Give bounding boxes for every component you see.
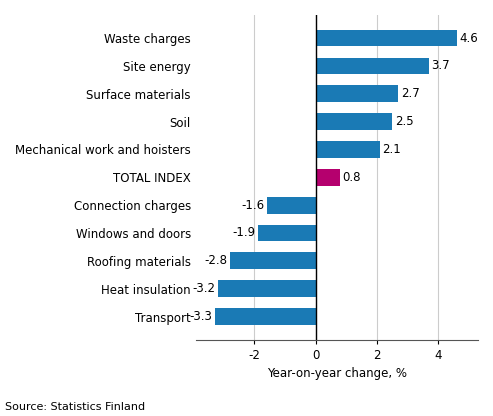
Text: 3.7: 3.7	[431, 59, 450, 72]
Bar	[316, 169, 340, 186]
Bar	[316, 113, 392, 130]
Bar	[316, 30, 457, 47]
Text: 2.1: 2.1	[383, 143, 401, 156]
Text: -2.8: -2.8	[205, 254, 228, 267]
Text: 4.6: 4.6	[459, 32, 478, 45]
Text: 0.8: 0.8	[343, 171, 361, 184]
Bar	[267, 197, 316, 213]
Text: 2.5: 2.5	[395, 115, 413, 128]
Bar	[214, 308, 316, 325]
Text: -3.2: -3.2	[192, 282, 215, 295]
Bar	[230, 253, 316, 269]
Bar	[316, 57, 429, 74]
Bar	[218, 280, 316, 297]
Bar	[257, 225, 316, 241]
Text: -1.6: -1.6	[241, 199, 264, 212]
Text: -3.3: -3.3	[189, 310, 212, 323]
Text: -1.9: -1.9	[232, 226, 255, 240]
Bar	[316, 141, 380, 158]
Bar	[316, 85, 398, 102]
X-axis label: Year-on-year change, %: Year-on-year change, %	[267, 367, 407, 380]
Text: Source: Statistics Finland: Source: Statistics Finland	[5, 402, 145, 412]
Text: 2.7: 2.7	[401, 87, 420, 100]
